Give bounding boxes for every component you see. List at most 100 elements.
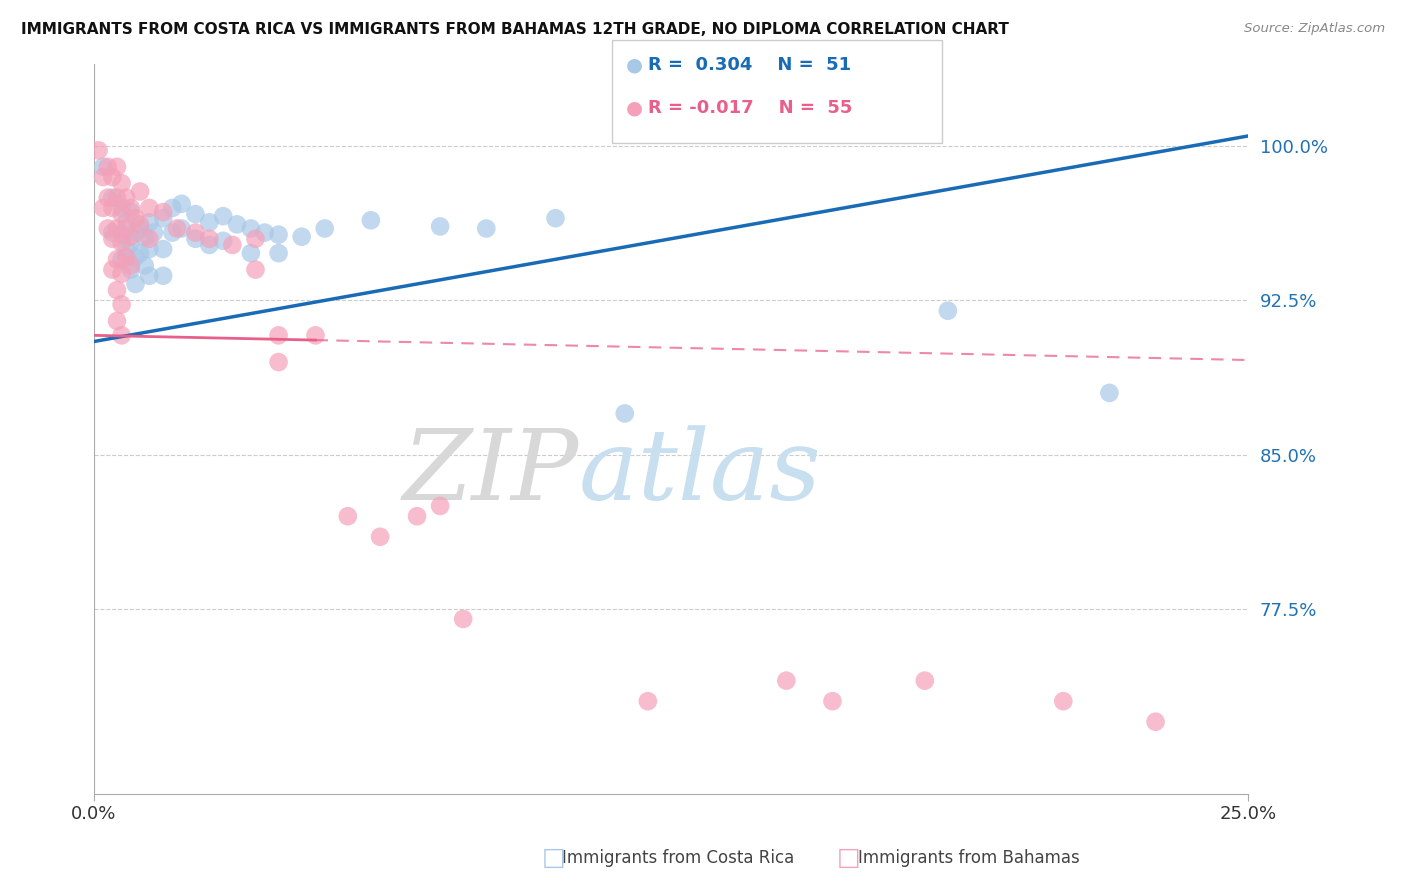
Point bbox=[198, 215, 221, 229]
Point bbox=[336, 509, 359, 524]
Point bbox=[111, 252, 134, 267]
Point bbox=[124, 250, 146, 264]
Point bbox=[267, 328, 290, 343]
Point bbox=[138, 268, 160, 283]
Point bbox=[245, 232, 267, 246]
Point bbox=[1098, 385, 1121, 400]
Point bbox=[170, 196, 193, 211]
Point bbox=[101, 232, 124, 246]
Point bbox=[291, 229, 314, 244]
Point bbox=[105, 221, 128, 235]
Point bbox=[936, 303, 959, 318]
Point bbox=[162, 201, 184, 215]
Point bbox=[129, 221, 152, 235]
Text: □: □ bbox=[837, 847, 860, 870]
Point bbox=[429, 219, 451, 234]
Text: Immigrants from Costa Rica: Immigrants from Costa Rica bbox=[562, 849, 794, 867]
Point bbox=[198, 238, 221, 252]
Point bbox=[451, 612, 474, 626]
Point bbox=[245, 262, 267, 277]
Point bbox=[170, 221, 193, 235]
Point bbox=[120, 229, 142, 244]
Point bbox=[120, 259, 142, 273]
Point bbox=[87, 144, 110, 158]
Point bbox=[138, 242, 160, 256]
Point bbox=[101, 170, 124, 185]
Point bbox=[1052, 694, 1074, 708]
Point bbox=[406, 509, 429, 524]
Point bbox=[120, 205, 142, 219]
Point bbox=[111, 207, 134, 221]
Point bbox=[184, 232, 207, 246]
Point bbox=[544, 211, 567, 226]
Point bbox=[138, 215, 160, 229]
Point bbox=[115, 250, 138, 264]
Point bbox=[368, 530, 391, 544]
Point bbox=[129, 218, 152, 232]
Point bbox=[613, 407, 636, 421]
Point bbox=[212, 209, 235, 223]
Point bbox=[166, 221, 188, 235]
Point bbox=[111, 227, 134, 242]
Text: Source: ZipAtlas.com: Source: ZipAtlas.com bbox=[1244, 22, 1385, 36]
Text: ●: ● bbox=[626, 98, 643, 118]
Point bbox=[821, 694, 844, 708]
Point bbox=[91, 160, 114, 174]
Point bbox=[101, 191, 124, 205]
Point bbox=[101, 262, 124, 277]
Point bbox=[314, 221, 336, 235]
Text: □: □ bbox=[541, 847, 565, 870]
Point bbox=[105, 191, 128, 205]
Point bbox=[97, 191, 120, 205]
Point bbox=[120, 201, 142, 215]
Point bbox=[1144, 714, 1167, 729]
Point bbox=[111, 176, 134, 190]
Point bbox=[105, 314, 128, 328]
Point bbox=[184, 207, 207, 221]
Point bbox=[111, 235, 134, 250]
Point bbox=[239, 246, 262, 260]
Point bbox=[120, 262, 142, 277]
Point bbox=[475, 221, 498, 235]
Point bbox=[360, 213, 382, 227]
Point bbox=[111, 328, 134, 343]
Point bbox=[129, 185, 152, 199]
Point bbox=[101, 201, 124, 215]
Text: ●: ● bbox=[626, 55, 643, 75]
Point bbox=[239, 221, 262, 235]
Point bbox=[91, 170, 114, 185]
Text: atlas: atlas bbox=[579, 425, 821, 520]
Point bbox=[152, 268, 174, 283]
Text: R = -0.017    N =  55: R = -0.017 N = 55 bbox=[648, 99, 852, 117]
Point bbox=[142, 226, 165, 240]
Point bbox=[97, 221, 120, 235]
Point bbox=[105, 160, 128, 174]
Point bbox=[124, 226, 146, 240]
Point bbox=[134, 229, 156, 244]
Point bbox=[134, 259, 156, 273]
Point bbox=[267, 246, 290, 260]
Text: R =  0.304    N =  51: R = 0.304 N = 51 bbox=[648, 56, 851, 74]
Point bbox=[138, 201, 160, 215]
Point bbox=[115, 191, 138, 205]
Point bbox=[226, 218, 249, 232]
Point bbox=[184, 226, 207, 240]
Point bbox=[115, 215, 138, 229]
Text: IMMIGRANTS FROM COSTA RICA VS IMMIGRANTS FROM BAHAMAS 12TH GRADE, NO DIPLOMA COR: IMMIGRANTS FROM COSTA RICA VS IMMIGRANTS… bbox=[21, 22, 1010, 37]
Point bbox=[111, 267, 134, 281]
Point bbox=[212, 234, 235, 248]
Point bbox=[138, 232, 160, 246]
Point bbox=[914, 673, 936, 688]
Point bbox=[101, 226, 124, 240]
Point bbox=[152, 205, 174, 219]
Point bbox=[97, 160, 120, 174]
Point bbox=[304, 328, 326, 343]
Point bbox=[111, 297, 134, 311]
Text: ZIP: ZIP bbox=[402, 425, 579, 520]
Point bbox=[429, 499, 451, 513]
Text: Immigrants from Bahamas: Immigrants from Bahamas bbox=[858, 849, 1080, 867]
Point bbox=[129, 246, 152, 260]
Point bbox=[152, 211, 174, 226]
Point bbox=[115, 242, 138, 256]
Point bbox=[775, 673, 797, 688]
